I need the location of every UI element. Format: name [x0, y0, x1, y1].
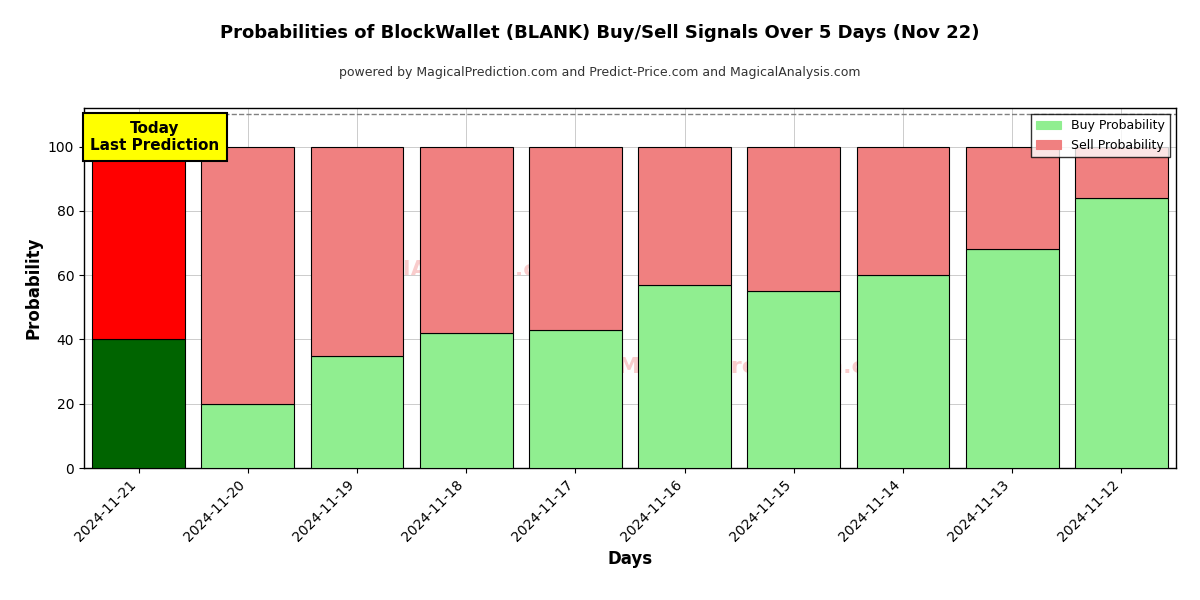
Bar — [311, 355, 403, 468]
Text: powered by MagicalPrediction.com and Predict-Price.com and MagicalAnalysis.com: powered by MagicalPrediction.com and Pre… — [340, 66, 860, 79]
Y-axis label: Probability: Probability — [24, 237, 42, 339]
Bar — [748, 291, 840, 468]
Bar — [92, 340, 185, 468]
Bar — [966, 146, 1058, 250]
Text: MagicalPrediction.com: MagicalPrediction.com — [618, 357, 904, 377]
Text: Probabilities of BlockWallet (BLANK) Buy/Sell Signals Over 5 Days (Nov 22): Probabilities of BlockWallet (BLANK) Buy… — [221, 24, 979, 42]
Bar — [1075, 198, 1168, 468]
X-axis label: Days: Days — [607, 550, 653, 568]
Bar — [638, 146, 731, 285]
Bar — [857, 146, 949, 275]
Bar — [748, 146, 840, 291]
Bar — [857, 275, 949, 468]
Bar — [529, 146, 622, 330]
Bar — [311, 146, 403, 355]
Bar — [529, 330, 622, 468]
Bar — [420, 333, 512, 468]
Legend: Buy Probability, Sell Probability: Buy Probability, Sell Probability — [1031, 114, 1170, 157]
Bar — [92, 146, 185, 340]
Text: MagicalAnalysis.com: MagicalAnalysis.com — [313, 260, 575, 280]
Bar — [202, 404, 294, 468]
Bar — [1075, 146, 1168, 198]
Bar — [202, 146, 294, 404]
Bar — [638, 285, 731, 468]
Bar — [420, 146, 512, 333]
Text: Today
Last Prediction: Today Last Prediction — [90, 121, 220, 153]
Bar — [966, 250, 1058, 468]
